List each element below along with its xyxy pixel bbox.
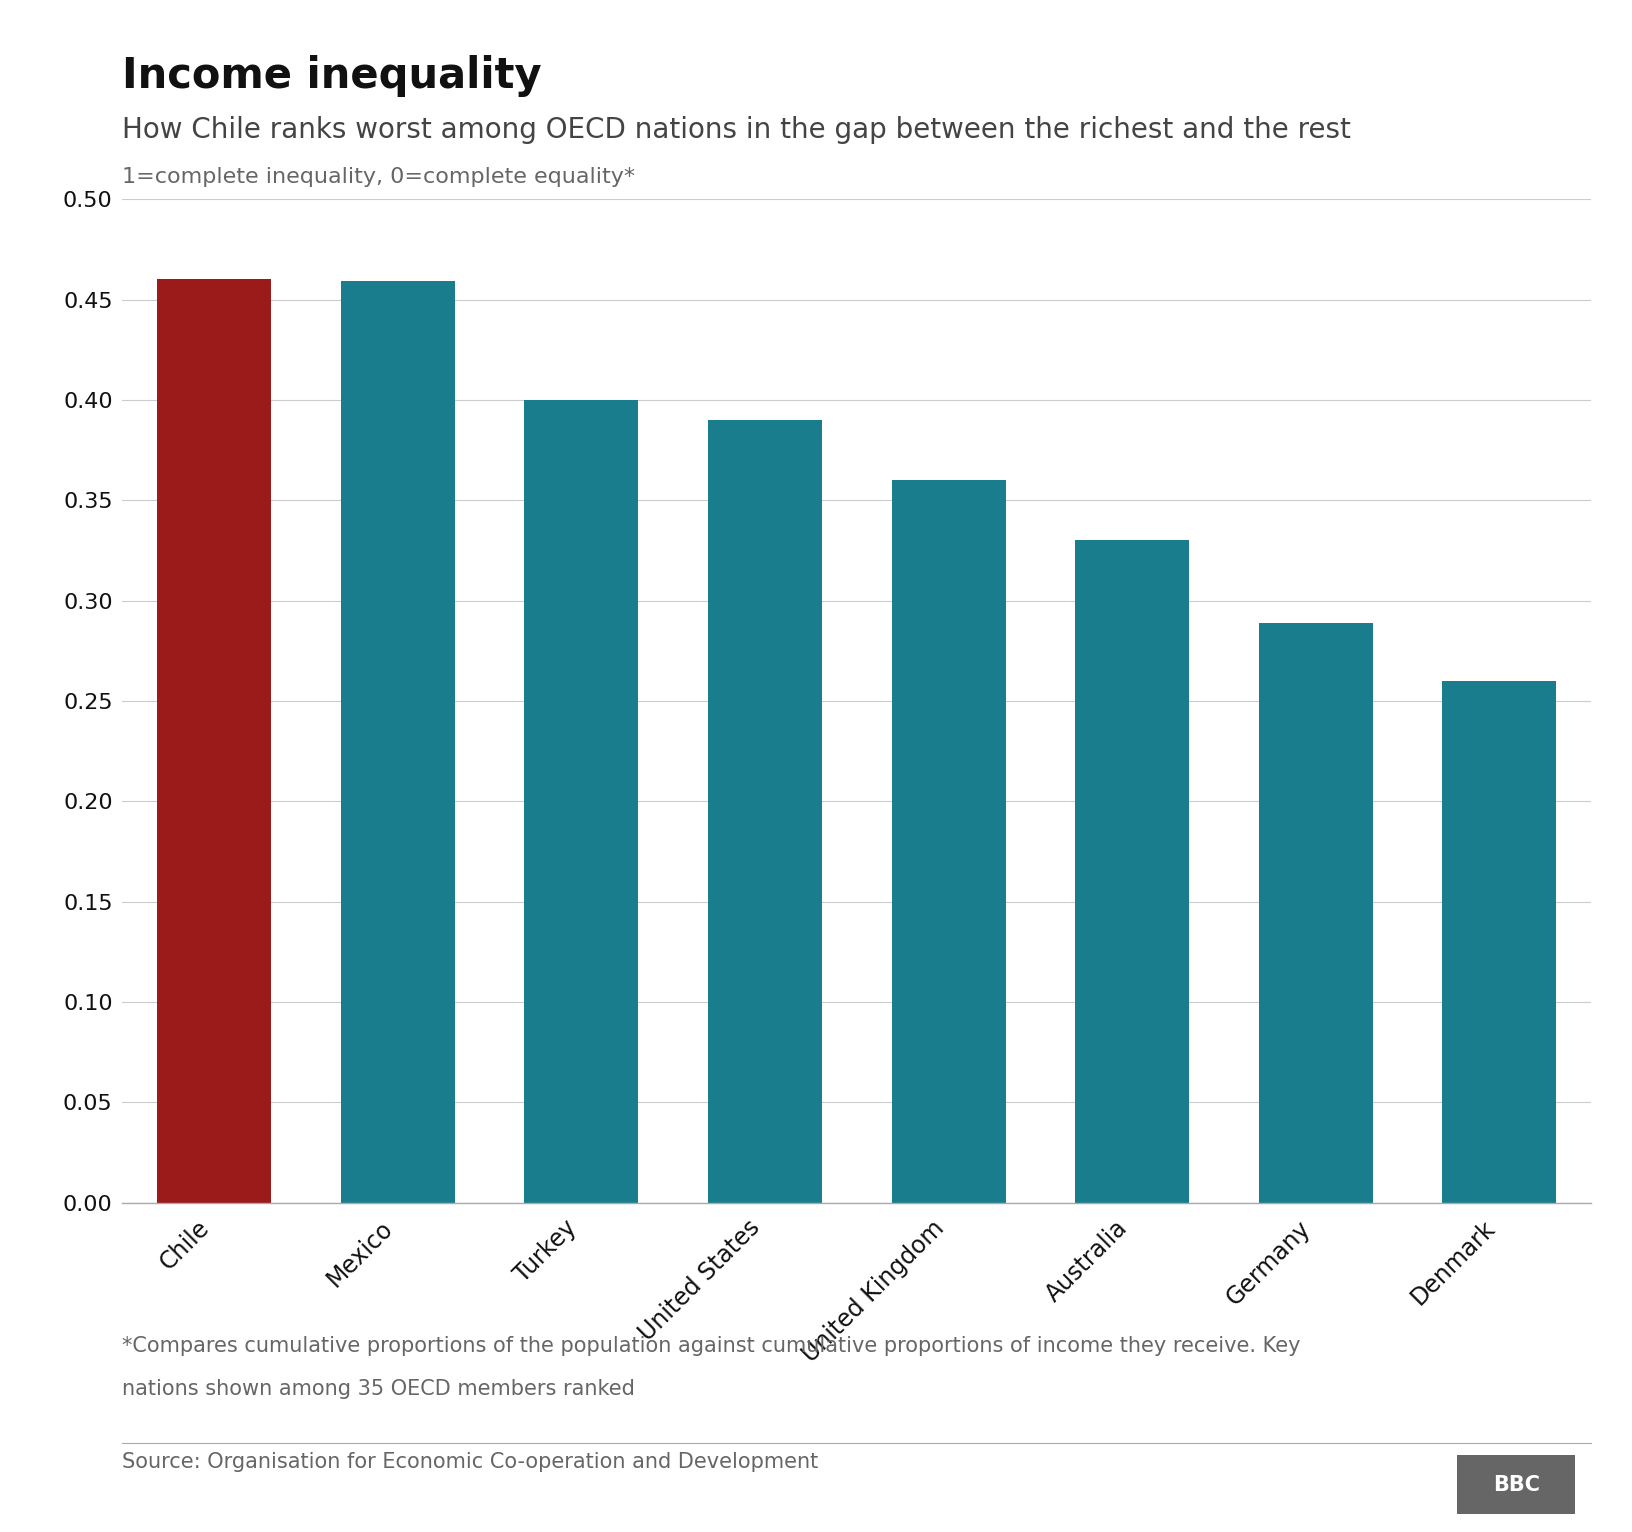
Bar [157, 279, 271, 1203]
Text: How Chile ranks worst among OECD nations in the gap between the richest and the : How Chile ranks worst among OECD nations… [122, 116, 1351, 144]
Bar [1258, 622, 1373, 1203]
Bar [1443, 680, 1557, 1203]
Bar [891, 480, 1005, 1203]
Bar [1075, 541, 1190, 1203]
Text: Income inequality: Income inequality [122, 55, 542, 97]
Text: Source: Organisation for Economic Co-operation and Development: Source: Organisation for Economic Co-ope… [122, 1452, 819, 1472]
Bar [708, 420, 823, 1203]
Text: BBC: BBC [1493, 1474, 1539, 1495]
Text: 1=complete inequality, 0=complete equality*: 1=complete inequality, 0=complete equali… [122, 167, 635, 187]
Bar [341, 282, 455, 1203]
Text: *Compares cumulative proportions of the population against cumulative proportion: *Compares cumulative proportions of the … [122, 1336, 1301, 1356]
Text: nations shown among 35 OECD members ranked: nations shown among 35 OECD members rank… [122, 1379, 635, 1399]
Bar [524, 400, 638, 1203]
